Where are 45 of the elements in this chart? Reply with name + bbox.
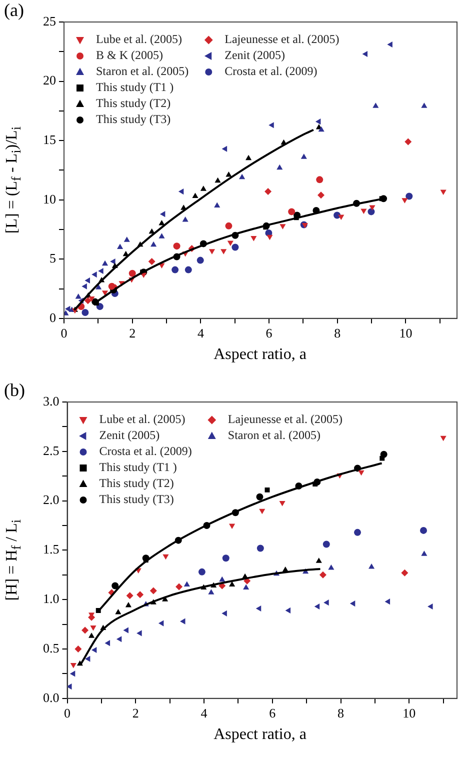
legend-label: Crosta et al. (2009) xyxy=(224,64,318,78)
y-tick-label: 0.5 xyxy=(43,640,60,656)
y-tick-label: 1.0 xyxy=(43,591,60,606)
x-tick-label: 6 xyxy=(269,706,276,721)
x-axis-title: Aspect ratio, a xyxy=(212,346,308,364)
legend-label: This study (T2) xyxy=(99,476,174,490)
legend-label: This study (T2) xyxy=(96,96,171,110)
legend-label: Staron et al. (2005) xyxy=(228,428,321,442)
legend-label: This study (T1 ) xyxy=(96,80,174,94)
y-tick-label: 0 xyxy=(50,310,56,325)
x-axis-title: Aspect ratio, a xyxy=(212,726,308,744)
legend-label: Zenit (2005) xyxy=(224,48,285,62)
legend-label: Lube et al. (2005) xyxy=(99,412,186,426)
x-tick-label: 4 xyxy=(197,326,204,341)
y-tick-label: 2.5 xyxy=(43,442,60,458)
legend-label: This study (T3) xyxy=(99,492,174,506)
y-tick-label: 5 xyxy=(50,250,56,266)
y-tick-label: 3.0 xyxy=(43,393,60,408)
y-tick-label: 0.0 xyxy=(43,690,60,705)
legend-label: This study (T3) xyxy=(96,112,171,126)
x-tick-label: 8 xyxy=(334,326,341,341)
y-tick-label: 1.5 xyxy=(43,542,60,557)
chart-title: (a) xyxy=(4,0,24,21)
legend-label: Lajeunesse et al. (2005) xyxy=(224,32,340,46)
x-tick-label: 6 xyxy=(266,326,273,341)
x-tick-label: 2 xyxy=(129,326,136,341)
legend-label: Staron et al. (2005) xyxy=(96,64,189,78)
y-tick-label: 2.0 xyxy=(43,492,60,508)
x-tick-label: 0 xyxy=(64,706,70,721)
legend-label: Lube et al. (2005) xyxy=(96,32,182,46)
legend-label: Crosta et al. (2009) xyxy=(99,444,192,458)
legend-label: This study (T1 ) xyxy=(99,460,177,474)
x-tick-label: 2 xyxy=(132,706,139,721)
legend-label: B & K (2005) xyxy=(96,48,163,62)
chart-title: (b) xyxy=(4,380,25,401)
x-tick-label: 10 xyxy=(402,706,416,721)
x-tick-label: 10 xyxy=(399,326,412,341)
x-tick-label: 4 xyxy=(200,706,208,721)
legend-label: Zenit (2005) xyxy=(99,428,160,442)
y-tick-label: 25 xyxy=(43,13,56,28)
y-tick-label: 10 xyxy=(43,191,56,206)
y-tick-label: 20 xyxy=(43,72,56,88)
legend-label: Lajeunesse et al. (2005) xyxy=(228,412,343,426)
y-tick-label: 15 xyxy=(43,132,56,147)
x-tick-label: 8 xyxy=(338,706,344,721)
